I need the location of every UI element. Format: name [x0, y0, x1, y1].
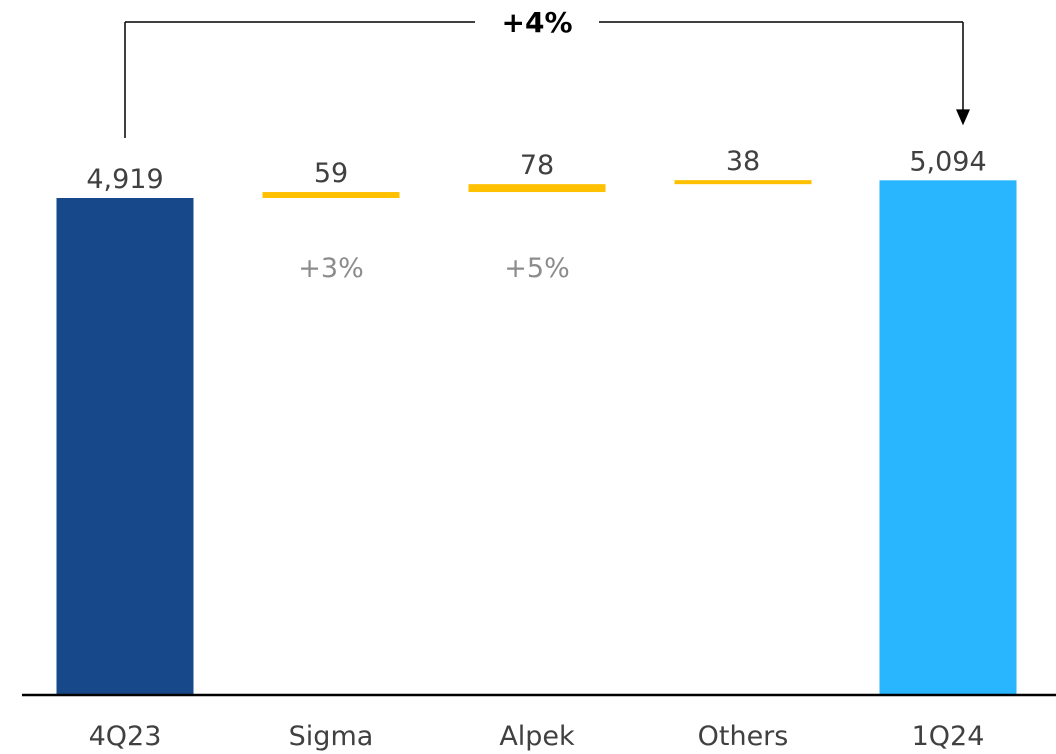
growth-label-sigma: +3% — [298, 253, 363, 284]
value-label-sigma: 59 — [314, 158, 348, 189]
bracket-annotation: +4% — [124, 6, 970, 138]
value-label-alpek: 78 — [520, 150, 554, 181]
bracket-arrowhead — [956, 109, 970, 126]
category-label-4q23: 4Q23 — [89, 721, 162, 752]
value-label-1q24: 5,094 — [909, 146, 986, 177]
labels: 4,919 4Q23 59 Sigma +3% 78 Alpek +5% 38 Others 5,0… — [86, 146, 986, 752]
growth-label-alpek: +5% — [504, 253, 569, 284]
category-label-alpek: Alpek — [499, 721, 575, 752]
bars — [56, 180, 1017, 696]
increase-bar-sigma — [262, 192, 400, 198]
increase-bar-others — [674, 180, 812, 185]
bar-4q23 — [56, 198, 194, 695]
value-label-4q23: 4,919 — [86, 164, 163, 195]
increase-bar-alpek — [468, 184, 606, 193]
category-label-1q24: 1Q24 — [912, 721, 985, 752]
category-label-sigma: Sigma — [289, 721, 374, 752]
bracket-growth-label: +4% — [502, 6, 573, 39]
value-label-others: 38 — [726, 146, 760, 177]
bar-1q24 — [879, 180, 1017, 696]
category-label-others: Others — [698, 721, 789, 752]
